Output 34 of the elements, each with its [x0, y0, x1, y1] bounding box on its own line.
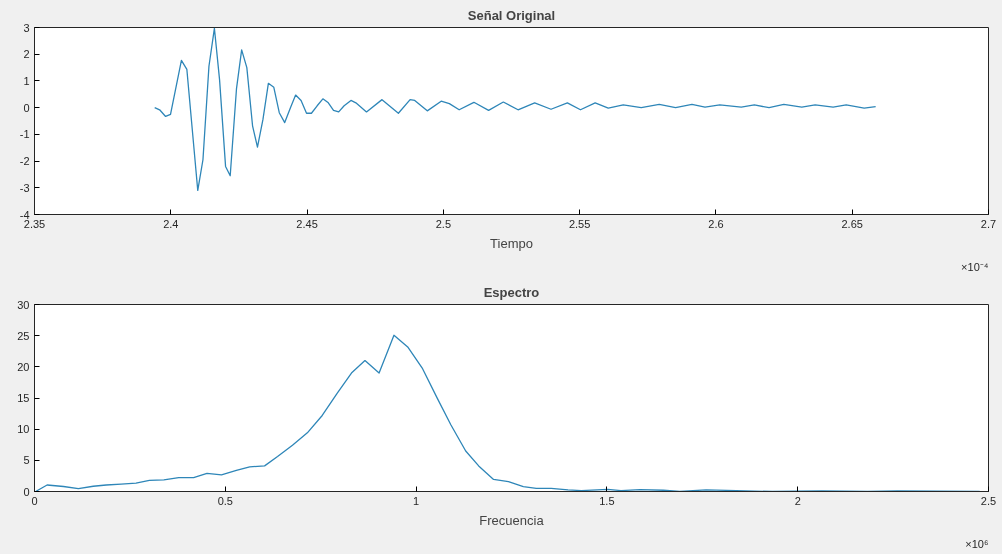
- y-tick-label: 3: [23, 21, 30, 34]
- x-tick-label: 2.5: [980, 494, 997, 507]
- y-tick-label: 30: [17, 298, 30, 311]
- y-tick-label: 0: [23, 101, 30, 114]
- y-tick-label: 2: [23, 48, 30, 61]
- x-tick-label: 2.6: [708, 217, 724, 230]
- y-tick-label: 15: [17, 392, 30, 404]
- y-tick-label: 0: [23, 485, 30, 498]
- x-tick-label: 2.55: [568, 217, 591, 230]
- chart-title: Señal Original: [467, 7, 556, 23]
- y-tick-label: -3: [19, 181, 30, 194]
- y-tick-label: 25: [17, 329, 30, 342]
- y-tick-label: 5: [23, 454, 30, 467]
- x-tick-label: 0: [31, 494, 38, 507]
- x-tick-label: 2.4: [163, 217, 179, 230]
- y-tick-label: 20: [17, 360, 30, 373]
- x-tick-label: 1.5: [599, 494, 615, 507]
- x-tick-label: 2.65: [841, 217, 863, 230]
- x-axis-title: Tiempo: [490, 235, 533, 251]
- chart-title: Espectro: [483, 284, 540, 300]
- y-tick-label: 10: [17, 423, 30, 436]
- x-tick-label: 2.7: [980, 217, 997, 230]
- x-tick-label: 1: [413, 494, 420, 507]
- line-series: [154, 27, 877, 192]
- y-tick-label: -1: [19, 128, 30, 141]
- x-axis-title: Frecuencia: [479, 512, 545, 528]
- x-tick-label: 0.5: [217, 494, 233, 507]
- y-tick-label: -2: [19, 155, 30, 168]
- x-tick-label: 2: [794, 494, 801, 507]
- x-tick-label: 2.5: [435, 217, 452, 230]
- text: ×10⁻⁴: [961, 260, 989, 273]
- text: ×10⁶: [965, 537, 989, 550]
- x-tick-label: 2.45: [296, 217, 318, 230]
- y-tick-label: 1: [23, 74, 30, 87]
